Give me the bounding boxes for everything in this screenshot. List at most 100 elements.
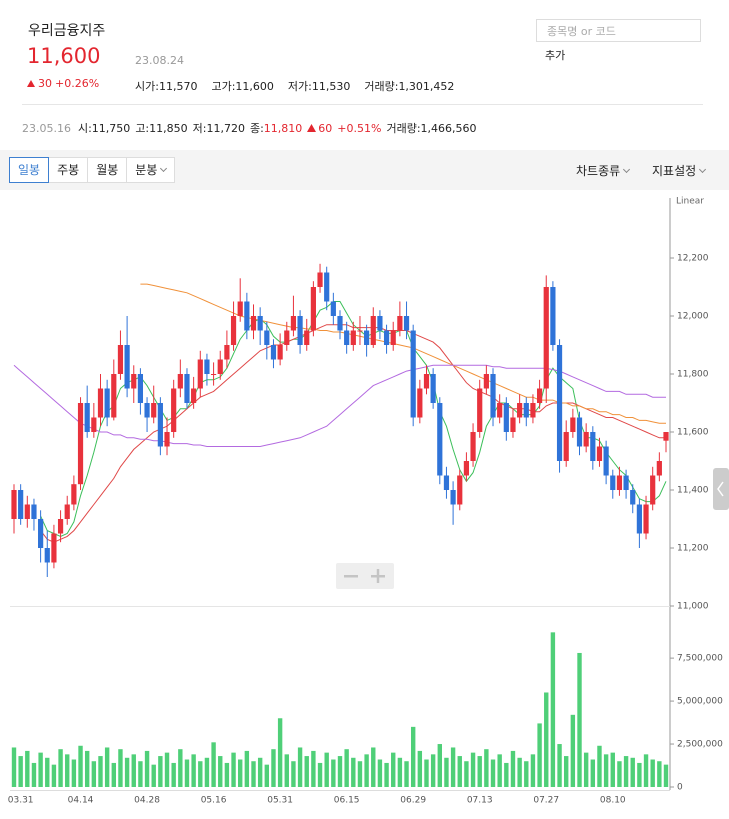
candle-body xyxy=(437,403,443,476)
candle-body xyxy=(583,432,589,447)
candle-body xyxy=(357,330,363,332)
candle-body xyxy=(164,432,170,447)
add-button[interactable]: 추가 xyxy=(545,49,566,62)
volume-bar xyxy=(550,632,556,787)
volume-bar xyxy=(331,759,336,787)
volume-bar xyxy=(238,759,243,787)
candle-body xyxy=(157,403,163,447)
stat-label: 시가: xyxy=(135,80,159,93)
candle-body xyxy=(31,504,37,519)
scale-label: Linear xyxy=(676,197,704,207)
candle-body xyxy=(556,345,563,461)
tab[interactable]: 분봉 xyxy=(126,157,176,183)
stat: 시가:11,570 xyxy=(135,78,197,94)
volume-bar xyxy=(410,726,416,787)
x-tick-label: 04.14 xyxy=(68,796,94,806)
y-tick-label: 11,600 xyxy=(677,428,709,438)
candle-body xyxy=(423,374,430,389)
volume-bar xyxy=(564,756,569,787)
volume-bar xyxy=(377,759,383,787)
scroll-handle[interactable] xyxy=(713,468,729,510)
candle-body xyxy=(284,330,290,345)
summary-change: 60 xyxy=(318,121,333,135)
candle-body xyxy=(483,374,489,389)
x-tick-label: 05.31 xyxy=(267,796,293,806)
candle-body xyxy=(111,374,117,418)
candle-body xyxy=(324,272,330,302)
volume-bar xyxy=(504,762,509,787)
volume-bar xyxy=(131,754,136,787)
volume-bar xyxy=(218,756,223,787)
volume-bar xyxy=(424,759,429,787)
price-change: 30 +0.26% xyxy=(27,77,99,90)
candle-body xyxy=(550,287,556,345)
zoom-in[interactable] xyxy=(376,569,380,583)
candle-body xyxy=(144,403,150,418)
zoom-control[interactable] xyxy=(336,563,394,589)
candle-body xyxy=(151,403,157,418)
tab[interactable]: 주봉 xyxy=(48,157,89,183)
summary-close-label: 종: xyxy=(249,122,264,135)
up-arrow xyxy=(27,80,35,87)
candle-body xyxy=(570,417,576,432)
chart-type-menu[interactable]: 차트종류 xyxy=(576,162,631,179)
volume-bar xyxy=(104,747,110,787)
candle-body xyxy=(44,548,50,563)
volume-bar xyxy=(610,752,615,787)
candle-body xyxy=(57,519,64,534)
candle-body xyxy=(277,345,283,360)
volume-bar xyxy=(178,749,183,787)
candle-body xyxy=(191,388,197,403)
volume-bar xyxy=(51,764,57,787)
volume-bar xyxy=(45,757,50,787)
candle-body xyxy=(417,388,423,418)
volume-bar xyxy=(663,764,669,787)
volume-bar xyxy=(284,754,289,787)
stat: 고가:11,600 xyxy=(211,78,273,94)
summary-row: 23.05.16 시:11,750 고:11,850 저:11,720 종: 1… xyxy=(22,120,477,136)
candle-body xyxy=(317,272,323,287)
y-tick-label: 7,500,000 xyxy=(677,654,723,664)
search-input[interactable]: 종목명 or 코드 xyxy=(536,19,701,42)
y-tick-label: 0 xyxy=(677,783,683,793)
volume-bar xyxy=(297,747,303,787)
candle-body xyxy=(590,432,596,461)
candle-body xyxy=(610,475,616,490)
volume-bar xyxy=(597,745,602,787)
volume-bar xyxy=(357,761,363,787)
y-tick-label: 11,800 xyxy=(677,370,709,380)
zoom-out[interactable] xyxy=(344,575,358,578)
candle-body xyxy=(403,316,410,331)
candle-body xyxy=(84,403,90,432)
candle-body xyxy=(530,403,536,418)
stat-value: 11,530 xyxy=(311,80,351,93)
handle xyxy=(713,468,729,510)
candle-body xyxy=(97,388,104,418)
volume-bar xyxy=(78,745,83,787)
candle-body xyxy=(310,287,316,331)
candle-body xyxy=(230,316,237,345)
tab-label: 분봉 xyxy=(135,163,158,177)
volume-bar xyxy=(224,762,230,787)
candle-body xyxy=(490,374,496,418)
volume-bar xyxy=(211,742,216,787)
chart: Linear 11,000 11,200 11,400 11,600 11,800 12,… xyxy=(8,197,729,806)
tab[interactable]: 월봉 xyxy=(87,157,128,183)
volume-bar xyxy=(264,764,270,787)
chevron xyxy=(623,165,631,174)
candle-body xyxy=(77,403,84,485)
volume-bar xyxy=(65,754,70,787)
indicator-menu[interactable]: 지표설정 xyxy=(652,162,707,179)
stats-row: 시가:11,570 고가:11,600 저가:11,530 거래량:1,301,… xyxy=(135,78,454,94)
volume-bar xyxy=(204,757,210,787)
volume-bar xyxy=(25,750,30,787)
tab[interactable]: 일봉 xyxy=(9,157,50,183)
x-tick-label: 05.16 xyxy=(201,796,227,806)
candle-body xyxy=(497,403,503,418)
candle-body xyxy=(18,490,24,519)
volume-bar xyxy=(291,761,296,787)
volume-bar xyxy=(464,761,469,787)
volume-bar xyxy=(590,759,596,787)
candle-body xyxy=(430,374,436,403)
y-tick-label: 12,000 xyxy=(677,312,709,322)
